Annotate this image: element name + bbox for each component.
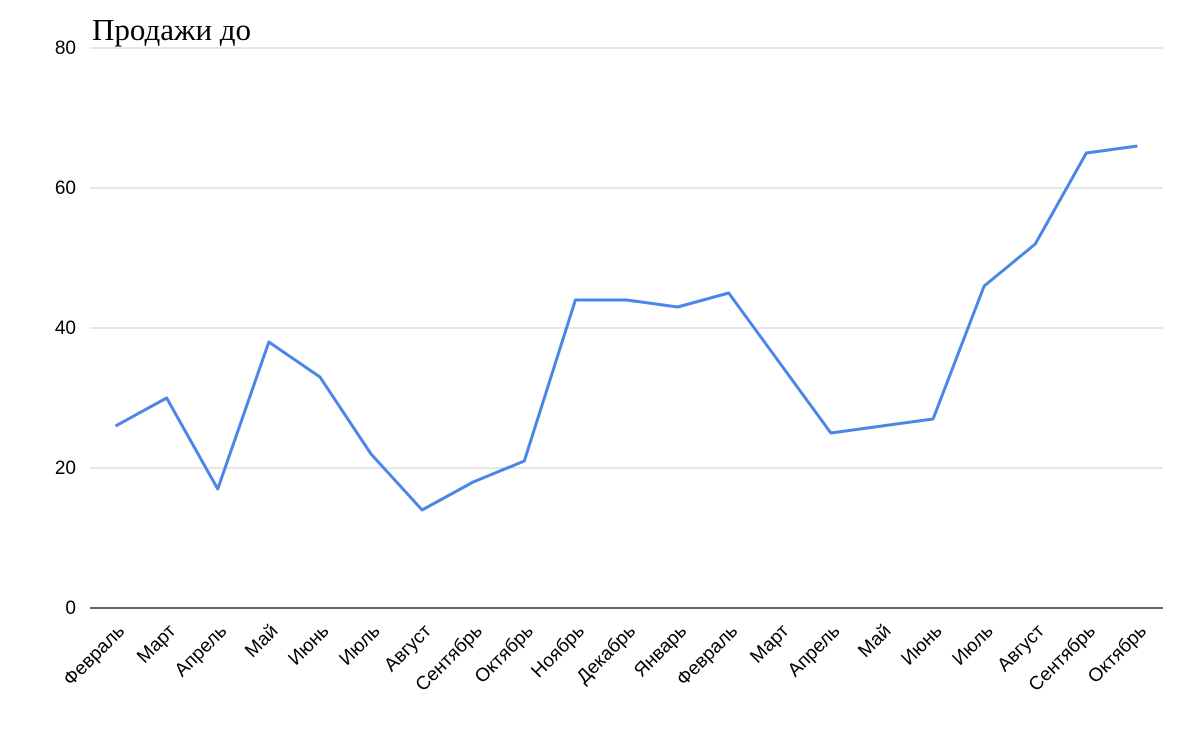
x-tick-label: Февраль xyxy=(60,621,130,691)
x-tick-label: Май xyxy=(241,621,282,662)
y-tick-label: 0 xyxy=(65,598,76,619)
x-tick-label: Июль xyxy=(949,621,998,670)
x-tick-label: Март xyxy=(133,620,180,667)
x-tick-label: Март xyxy=(746,620,793,667)
y-tick-label: 60 xyxy=(55,178,76,199)
y-tick-label: 80 xyxy=(55,38,76,59)
y-tick-label: 20 xyxy=(55,458,76,479)
chart-title: Продажи до xyxy=(92,12,251,47)
x-tick-label: Июль xyxy=(335,621,384,670)
x-tick-label: Июнь xyxy=(898,621,947,670)
data-line xyxy=(114,144,1138,512)
x-tick-label: Апрель xyxy=(784,621,844,681)
x-tick-label: Июнь xyxy=(284,621,333,670)
x-tick-label: Апрель xyxy=(171,621,231,681)
y-tick-label: 40 xyxy=(55,318,76,339)
x-tick-label: Май xyxy=(854,621,895,662)
